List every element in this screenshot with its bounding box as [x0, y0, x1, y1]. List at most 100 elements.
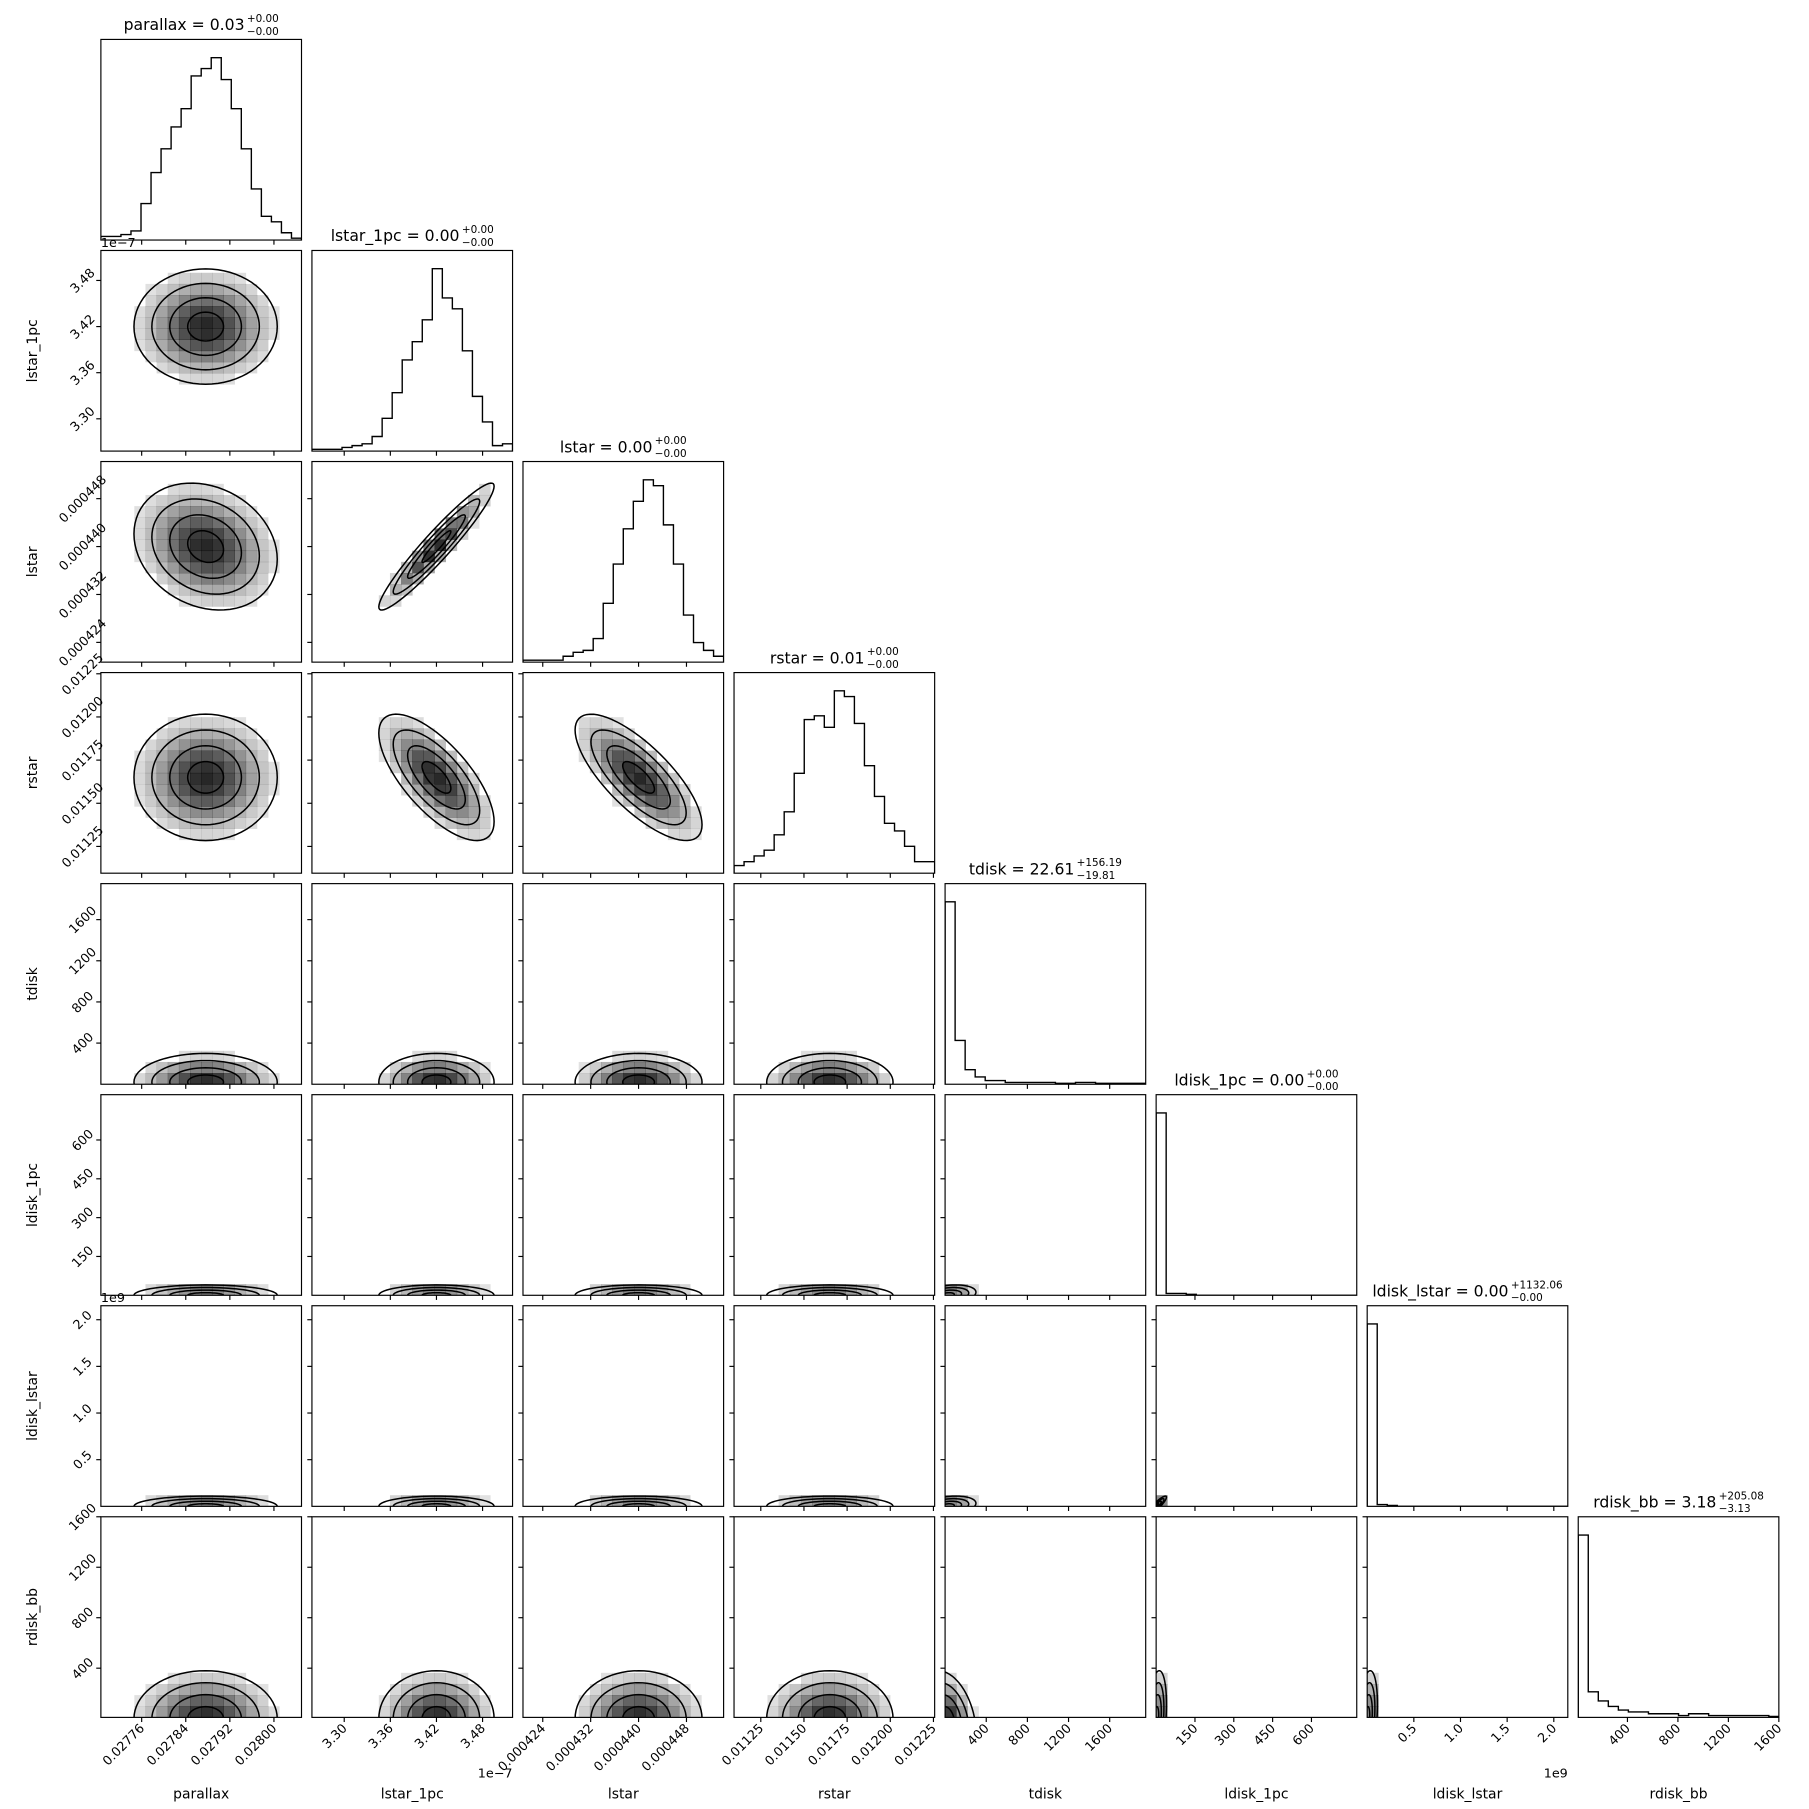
density-cell: [389, 761, 402, 774]
density-cell: [679, 1495, 691, 1507]
density-cell: [234, 517, 247, 529]
density-cell: [145, 784, 157, 796]
density-cell: [401, 717, 413, 729]
density-cell: [412, 717, 424, 729]
panel-frame: [522, 1516, 725, 1718]
density-cell: [234, 295, 247, 307]
density-cell: [645, 1073, 658, 1085]
density-cell: [156, 550, 169, 563]
histogram: [734, 690, 935, 874]
density-cell: [190, 772, 202, 785]
contour: [406, 745, 467, 810]
panel: [378, 482, 495, 611]
density-cell: [156, 1073, 169, 1085]
contour: [169, 745, 243, 810]
density-cell: [423, 772, 435, 785]
density-cell: [245, 528, 258, 540]
density-cell: [256, 539, 269, 552]
density-cell: [245, 595, 258, 607]
density-cell: [245, 1061, 258, 1074]
contour: [945, 1503, 956, 1507]
density-cell: [245, 350, 258, 363]
density-cell: [434, 772, 447, 785]
contour: [590, 1059, 687, 1085]
density-cell: [679, 828, 691, 841]
density-cell: [601, 761, 613, 774]
density-cell: [190, 595, 202, 607]
density-cell: [145, 317, 157, 329]
density-cell: [656, 784, 669, 796]
contour: [1156, 1705, 1160, 1718]
density-cell: [212, 539, 224, 552]
density-cell: [245, 539, 258, 552]
density-cell: [456, 761, 469, 774]
density-cell: [190, 1683, 202, 1696]
contour: [421, 1503, 452, 1507]
density-cell: [423, 739, 435, 751]
density-cell: [645, 1683, 658, 1696]
panel: [378, 1669, 495, 1718]
density-cell: [178, 828, 191, 841]
density-cell: [589, 1061, 602, 1074]
density-cell: [145, 1495, 157, 1507]
density-cell: [845, 1050, 857, 1063]
density-cell: [667, 772, 680, 785]
density-cell: [167, 494, 180, 507]
density-cell: [256, 328, 269, 340]
density-cell: [434, 1683, 447, 1696]
panel-frame: [1366, 1305, 1569, 1507]
density-cell: [789, 1695, 802, 1707]
density-cell: [156, 317, 169, 329]
title-lower: −3.13: [1719, 1503, 1751, 1515]
density-cell: [434, 806, 447, 818]
density-cell: [234, 506, 247, 518]
density-cell: [190, 1050, 202, 1063]
density-cell: [578, 1706, 591, 1718]
density-cell: [178, 1061, 191, 1074]
density-cell: [145, 550, 157, 563]
density-cell: [434, 817, 447, 829]
density-cell: [245, 361, 258, 374]
density-cell: [945, 1683, 957, 1696]
density-cell: [234, 739, 247, 751]
contour: [133, 1284, 279, 1296]
density-cell: [190, 506, 202, 518]
density-cell: [867, 1284, 880, 1296]
contour: [590, 729, 687, 826]
density-cell: [789, 1683, 802, 1696]
density-cell: [245, 517, 258, 529]
density-cell: [412, 1050, 424, 1063]
density-cell: [167, 550, 180, 563]
density-cell: [145, 306, 157, 318]
density-cell: [223, 550, 235, 563]
density-cell: [223, 295, 235, 307]
density-cell: [223, 361, 235, 374]
density-cell: [412, 795, 424, 807]
density-cell: [234, 283, 247, 296]
contour: [797, 1500, 863, 1507]
density-cell: [234, 361, 247, 374]
density-cell: [223, 717, 235, 729]
density-cell: [690, 1706, 702, 1718]
title-upper: +156.19: [1077, 857, 1122, 869]
y-axis-label: tdisk: [25, 966, 41, 1000]
panel: [945, 901, 1146, 1085]
density-cell: [212, 350, 224, 363]
density-cell: [201, 506, 213, 518]
density-cell: [234, 772, 247, 785]
density-cell: [378, 739, 391, 751]
contour: [574, 1495, 703, 1507]
density-cell: [223, 1061, 235, 1074]
density-cell: [800, 1695, 813, 1707]
density-cell: [145, 1695, 157, 1707]
density-cell: [134, 339, 146, 352]
density-cell: [612, 1706, 624, 1718]
density-cell: [601, 1672, 613, 1685]
panel: [734, 690, 935, 874]
density-cell: [256, 339, 269, 352]
panel: [133, 268, 280, 385]
y-axis-label: lstar: [25, 546, 41, 577]
density-cell: [234, 494, 247, 507]
histogram: [1367, 1323, 1568, 1507]
density-cell: [156, 517, 169, 529]
